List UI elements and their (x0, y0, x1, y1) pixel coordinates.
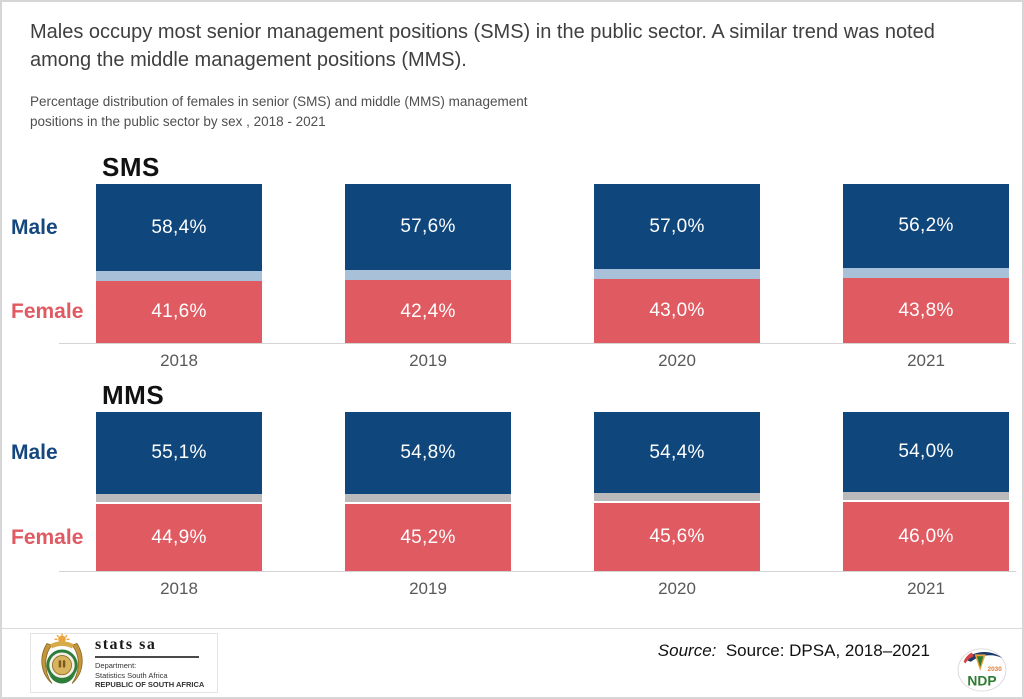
bar-segment-divider (594, 269, 760, 279)
bar-segment-divider (345, 494, 511, 502)
svg-text:2030: 2030 (988, 666, 1003, 673)
bar-segment-male: 54,8% (345, 412, 511, 494)
chart-section-sms: SMS 58,4% 41,6% 57,6% 42,4% 57,0% 43,0% 56,2% 43… (2, 152, 1022, 380)
bar-column-sms-2021: 56,2% 43,8% (843, 184, 1009, 343)
bar-segment-female: 43,8% (843, 278, 1009, 343)
bar-value-label-male: 54,0% (898, 441, 954, 462)
bar-value-label-male: 58,4% (151, 216, 207, 238)
female-row-label: Female (11, 300, 84, 323)
bar-divider-gap (96, 502, 262, 504)
bar-segment-female: 44,9% (96, 504, 262, 571)
male-row-label: Male (11, 215, 58, 239)
bar-segment-female: 45,6% (594, 503, 760, 571)
x-axis-tick-row: 2018 2019 2020 2021 (96, 351, 1009, 371)
bar-value-label-female: 45,6% (649, 526, 705, 547)
bar-segment-female: 43,0% (594, 279, 760, 343)
bar-segment-female: 42,4% (345, 280, 511, 343)
statssa-dept-line-3: REPUBLIC OF SOUTH AFRICA (95, 680, 205, 690)
bar-value-label-male: 54,4% (649, 441, 705, 463)
x-axis-tick-label: 2018 (160, 579, 198, 598)
statssa-brand: stats sa (95, 635, 157, 653)
bar-column-sms-2018: 58,4% 41,6% (96, 184, 262, 343)
bar-segment-divider (843, 268, 1009, 278)
bar-value-label-male: 57,6% (400, 216, 456, 237)
bar-segment-female: 46,0% (843, 502, 1009, 571)
female-row-label: Female (11, 525, 84, 549)
x-axis-tick-label: 2020 (658, 351, 696, 370)
page-subtitle-line-1: Percentage distribution of females in se… (30, 94, 528, 109)
bar-value-label-female: 41,6% (151, 301, 207, 322)
statssa-dept-line-2: Statistics South Africa (95, 670, 168, 680)
bar-segment-male: 57,6% (345, 184, 511, 270)
x-axis-tick-label: 2019 (409, 579, 447, 598)
bar-segment-divider (96, 494, 262, 502)
page-subtitle: Percentage distribution of females in se… (30, 92, 527, 133)
statssa-text-block: stats sa Department: Statistics South Af… (95, 636, 204, 690)
x-axis-tick-row: 2018 2019 2020 2021 (96, 579, 1009, 599)
page-title: Males occupy most senior management posi… (30, 21, 935, 71)
bar-column-mms-2020: 54,4% 45,6% (594, 412, 760, 571)
page-subtitle-line-2: positions in the public sector by sex , … (30, 114, 326, 130)
bar-value-label-female: 43,0% (649, 300, 705, 321)
x-axis-tick-label: 2020 (658, 579, 696, 598)
bar-column-sms-2019: 57,6% 42,4% (345, 184, 511, 343)
bars-row: 58,4% 41,6% 57,6% 42,4% 57,0% 43,0% 56,2% 43,8% (96, 184, 1009, 343)
footer: stats sa Department: Statistics South Af… (2, 628, 1022, 697)
bar-divider-gap (594, 501, 760, 503)
bar-value-label-male: 57,0% (649, 215, 705, 237)
bar-divider-gap (843, 500, 1009, 502)
bar-segment-divider (843, 492, 1009, 500)
bar-value-label-female: 46,0% (898, 525, 954, 547)
source-prefix: Source: (657, 641, 717, 660)
bar-segment-female: 45,2% (345, 504, 511, 571)
ndp-logo-icon: 2030 NDP (956, 647, 1008, 697)
coat-of-arms-icon (37, 633, 87, 694)
x-axis-tick-label: 2019 (409, 351, 447, 370)
bar-segment-male: 58,4% (96, 184, 262, 271)
bar-value-label-female: 43,8% (898, 299, 954, 321)
bar-divider-gap (345, 502, 511, 504)
bar-value-label-male: 55,1% (151, 442, 207, 463)
x-axis-tick-label: 2018 (160, 351, 198, 370)
svg-text:NDP: NDP (967, 674, 996, 689)
bar-segment-male: 55,1% (96, 412, 262, 494)
statssa-logo-card: stats sa Department: Statistics South Af… (30, 633, 218, 693)
bar-value-label-female: 45,2% (400, 526, 456, 548)
bar-segment-divider (345, 270, 511, 280)
source-value: Source: DPSA, 2018–2021 (725, 641, 930, 660)
x-axis-tick-label: 2021 (907, 351, 945, 370)
bar-segment-divider (594, 493, 760, 501)
bar-segment-male: 54,0% (843, 412, 1009, 492)
bar-segment-male: 56,2% (843, 184, 1009, 268)
chart-title-mms: MMS (102, 380, 165, 410)
bar-segment-divider (96, 271, 262, 281)
statssa-dept-line-1: Department: (95, 660, 137, 670)
bar-column-mms-2018: 55,1% 44,9% (96, 412, 262, 571)
bar-value-label-male: 56,2% (898, 215, 954, 236)
chart-section-mms: MMS 55,1% 44,9% 54,8% 45,2% 54,4% 45,6% 54,0% 46… (2, 380, 1022, 608)
x-axis-tick-label: 2021 (907, 579, 945, 598)
bars-row: 55,1% 44,9% 54,8% 45,2% 54,4% 45,6% 54,0% 46,0% (96, 412, 1009, 571)
x-axis-line (59, 343, 1016, 344)
bar-column-mms-2019: 54,8% 45,2% (345, 412, 511, 571)
bar-value-label-male: 54,8% (400, 442, 456, 463)
x-axis-line (59, 571, 1016, 572)
bar-segment-male: 54,4% (594, 412, 760, 493)
bar-column-sms-2020: 57,0% 43,0% (594, 184, 760, 343)
chart-title-sms: SMS (102, 152, 160, 182)
statssa-underline (95, 655, 199, 658)
bar-segment-male: 57,0% (594, 184, 760, 269)
male-row-label: Male (11, 441, 58, 464)
bar-column-mms-2021: 54,0% 46,0% (843, 412, 1009, 571)
source-line: Source: Source: DPSA, 2018–2021 (658, 641, 930, 661)
bar-value-label-female: 44,9% (151, 526, 207, 548)
bar-segment-female: 41,6% (96, 281, 262, 343)
bar-value-label-female: 42,4% (400, 300, 456, 322)
